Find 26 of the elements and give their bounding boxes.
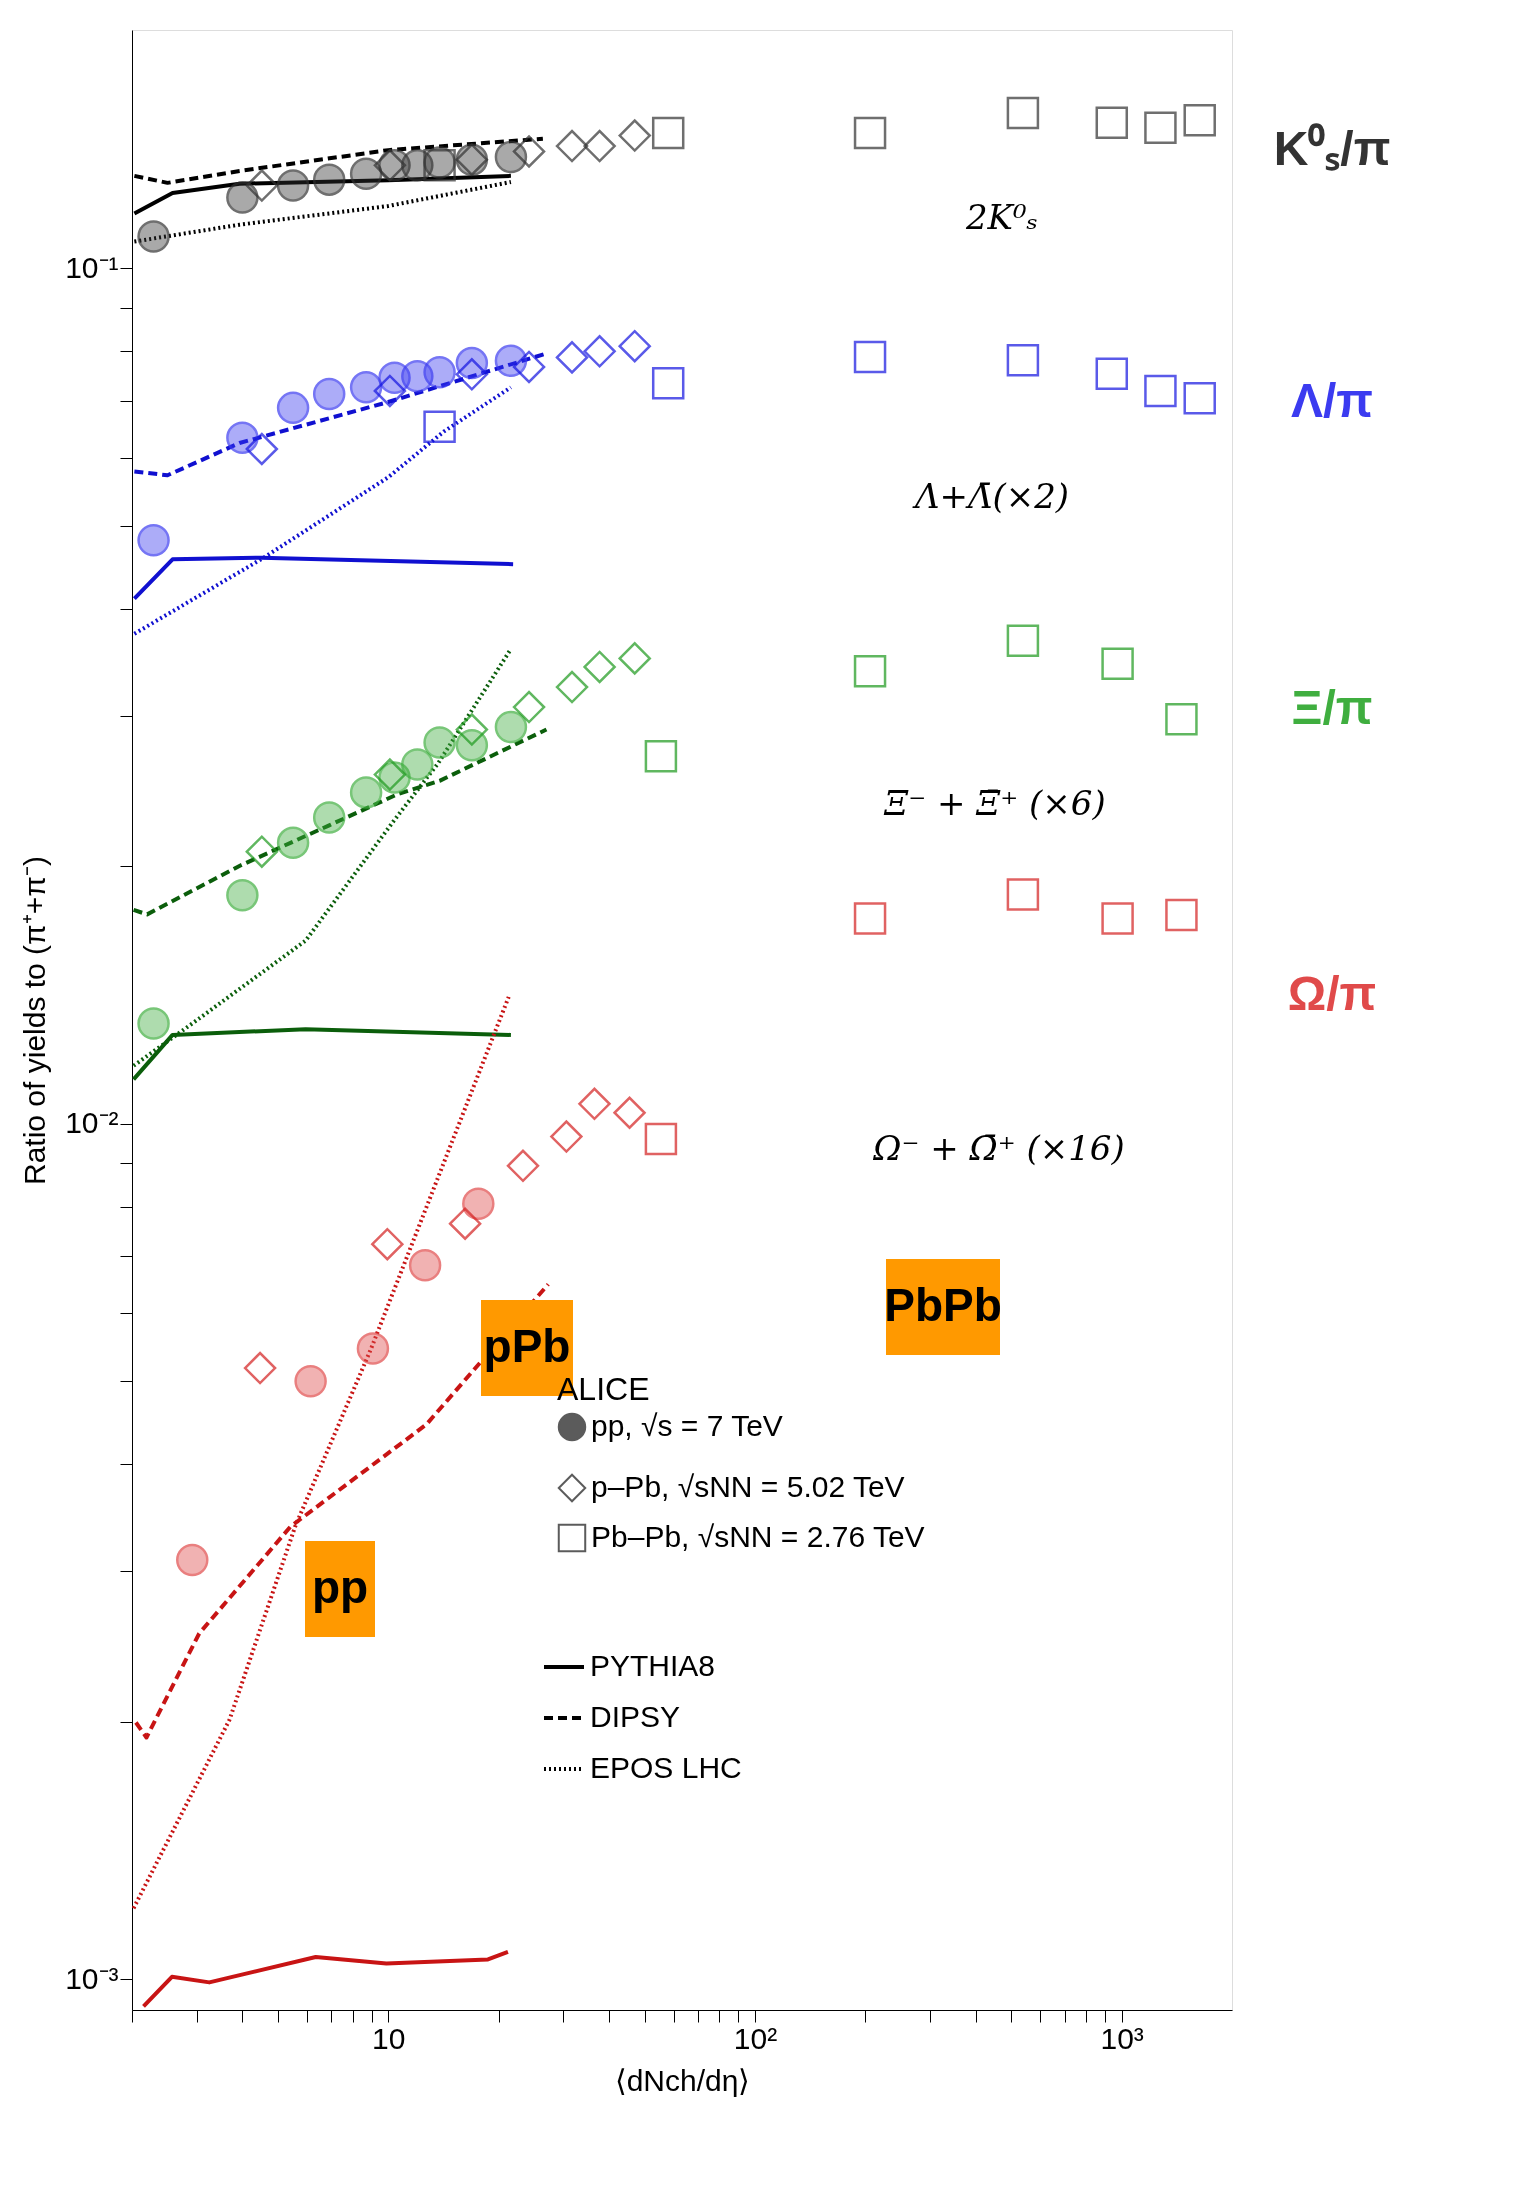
legend-label: DIPSY [590,1700,681,1733]
x-axis-title: ⟨dNch/dη⟩ [614,2063,751,2097]
x-tick-label: 10² [733,2021,778,2055]
annotation: pp [311,1561,369,1613]
legend-label: EPOS LHC [590,1751,742,1784]
y-axis-title: Ratio of yields to (π⁺+π⁻) [18,855,52,1186]
text: Λ/π [1290,374,1374,427]
legend-label: p–Pb, √sNN = 5.02 TeV [591,1470,905,1503]
text: Ω/π [1287,967,1377,1020]
legend-label: PYTHIA8 [590,1649,716,1682]
legend-label: pp, √s = 7 TeV [591,1409,783,1442]
legend-title: ALICE [557,1371,650,1407]
annotation: Ω⁻ + Ω̄⁺ (×16) [872,1128,1125,1168]
annotation: pPb [483,1320,571,1372]
annotation: PbPb [884,1279,1002,1331]
text: Ξ/π [1291,681,1373,734]
y-tick-label: 10⁻¹ [65,250,119,284]
y-tick-label: 10⁻³ [65,1961,119,1995]
x-tick-label: 10 [372,2021,406,2055]
annotation: Ξ⁻ + Ξ̄⁺ (×6) [883,783,1106,823]
legend-label: Pb–Pb, √sNN = 2.76 TeV [591,1520,925,1553]
annotation: 2K⁰ₛ [964,197,1039,237]
text: K⁰ₛ/π [1273,122,1391,175]
y-tick-label: 10⁻² [65,1106,119,1140]
x-tick-label: 10³ [1100,2021,1144,2055]
annotation: Λ+Λ̄(×2) [911,476,1070,516]
